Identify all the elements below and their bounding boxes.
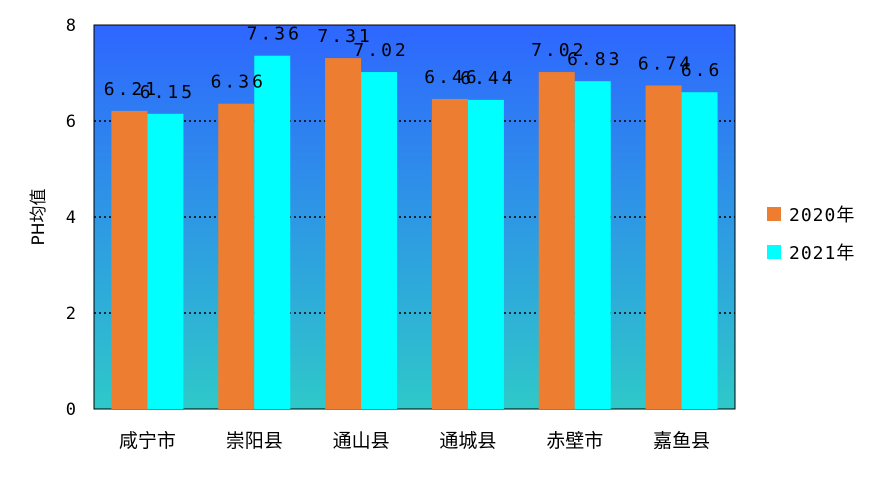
x-category-label: 嘉鱼县 xyxy=(653,430,710,452)
bar xyxy=(538,72,575,409)
x-category-label: 通山县 xyxy=(333,430,390,452)
bar xyxy=(467,99,504,409)
data-label: 6.6 xyxy=(681,60,723,81)
bar xyxy=(111,110,148,410)
data-label: 7.02 xyxy=(353,40,408,61)
bar xyxy=(681,92,718,409)
bar xyxy=(361,72,398,409)
y-axis-ticks: 0 2 4 6 8 xyxy=(66,16,76,420)
legend-swatch xyxy=(767,245,781,259)
legend-label: 2020年 xyxy=(789,205,855,226)
legend-label: 2021年 xyxy=(789,243,855,264)
gridlines xyxy=(94,120,735,314)
bar xyxy=(254,55,291,409)
x-category-label: 咸宁市 xyxy=(119,430,176,452)
data-label: 6.15 xyxy=(140,82,195,103)
y-tick-label: 0 xyxy=(66,400,76,420)
data-label: 7.02 xyxy=(531,40,586,61)
y-tick-label: 2 xyxy=(66,304,76,324)
bar xyxy=(218,103,255,409)
y-tick-label: 6 xyxy=(66,112,76,132)
data-label: 7.36 xyxy=(247,24,302,45)
bar xyxy=(574,81,611,409)
x-category-label: 崇阳县 xyxy=(226,430,283,452)
data-labels: 6.216.15 6.367.36 7.317.026.466.447.026.83… xyxy=(104,24,723,103)
bars-group xyxy=(111,55,718,410)
bar xyxy=(645,85,682,409)
data-label: 6.74 xyxy=(638,53,693,74)
bar xyxy=(431,98,468,410)
data-label: 6.36 xyxy=(211,72,266,93)
bar xyxy=(147,113,184,410)
legend: 2020年 2021年 xyxy=(767,205,855,264)
y-axis-label: PH均值 xyxy=(29,188,49,245)
x-category-label: 通城县 xyxy=(439,430,496,452)
data-label: 7.31 xyxy=(317,26,372,47)
x-category-label: 赤壁市 xyxy=(546,430,603,452)
bar xyxy=(325,58,362,410)
data-label: 6.46 xyxy=(424,67,479,88)
x-axis-categories: 咸宁市 崇阳县 通山县 通城县 赤壁市 嘉鱼县 xyxy=(119,430,710,452)
legend-swatch xyxy=(767,207,781,221)
y-tick-label: 8 xyxy=(66,16,76,36)
data-label: 6.44 xyxy=(460,68,515,89)
data-label: 6.83 xyxy=(567,49,622,70)
y-tick-label: 4 xyxy=(66,208,76,228)
data-label: 6.21 xyxy=(104,79,159,100)
